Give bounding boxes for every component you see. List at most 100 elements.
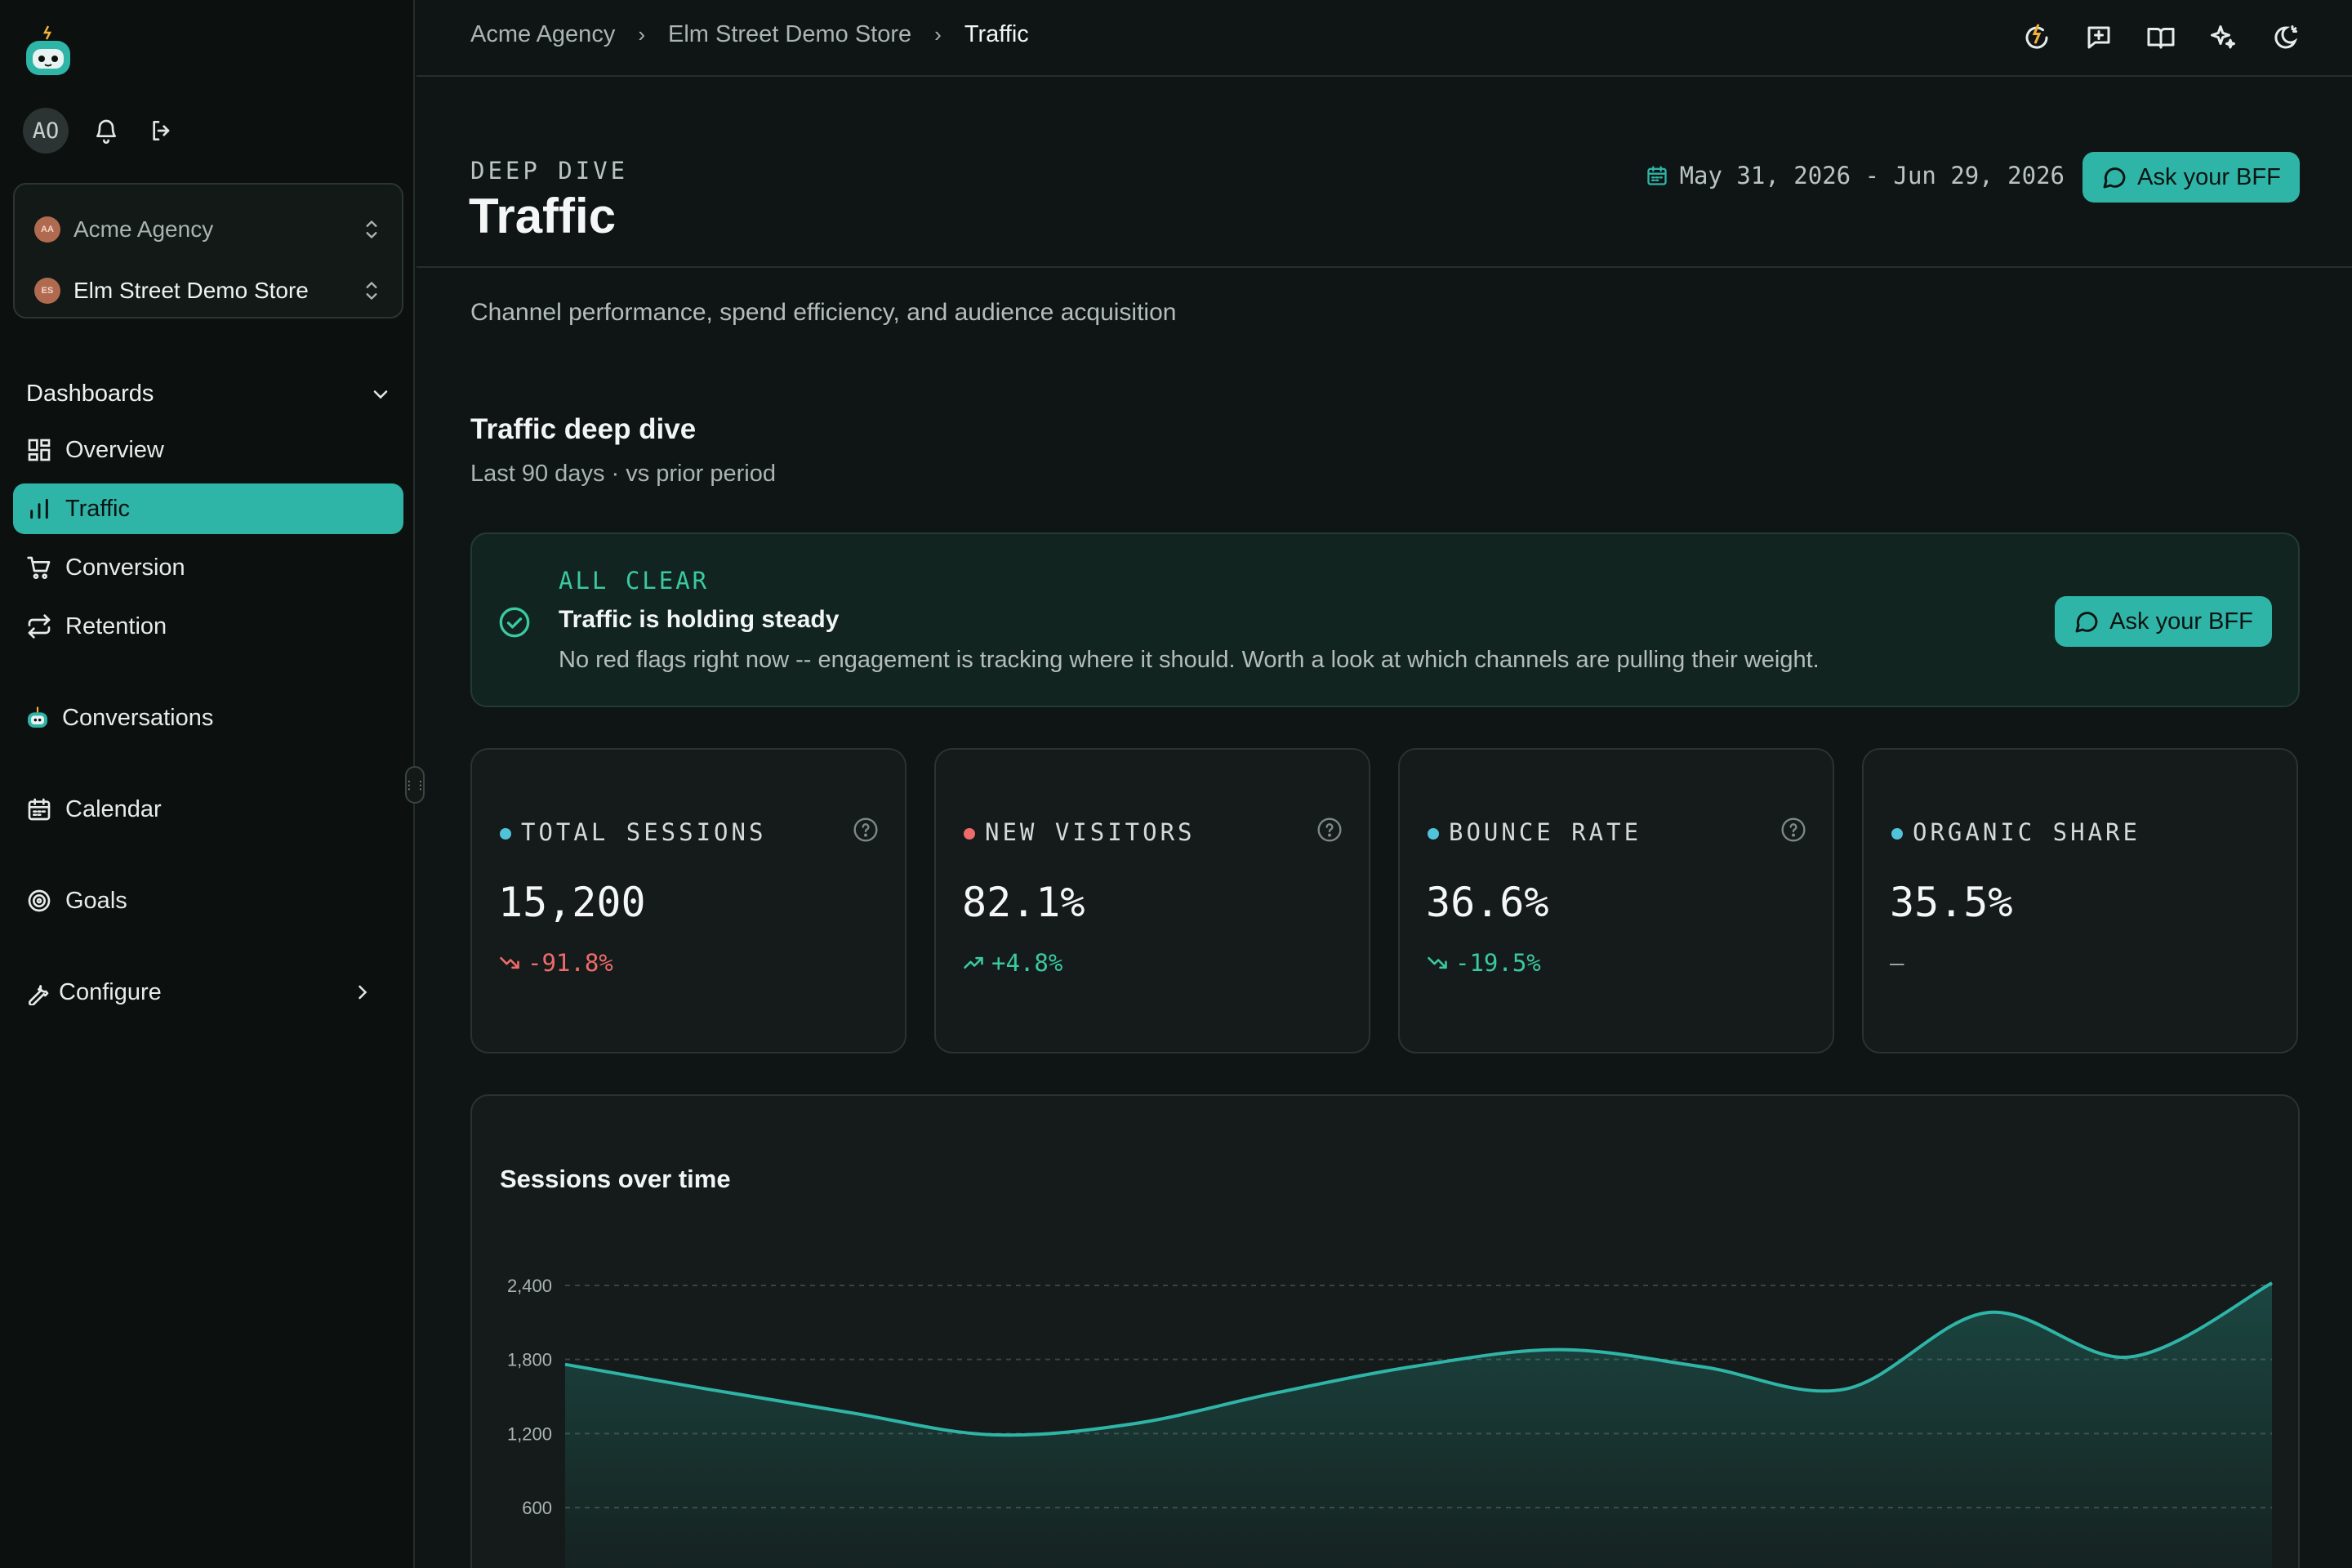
chevron-right-icon: › (934, 22, 942, 47)
agency-selector[interactable]: AA Acme Agency (34, 207, 382, 252)
page-subtitle: Channel performance, spend efficiency, a… (470, 299, 1177, 326)
section-subtitle: Last 90 days · vs prior period (470, 461, 776, 487)
sidebar-item-calendar[interactable]: Calendar (13, 784, 403, 835)
trend-down-icon (500, 956, 519, 969)
grid-icon (28, 439, 51, 461)
store-name: Elm Street Demo Store (74, 278, 309, 303)
y-tick-label: 600 (522, 1498, 552, 1518)
ask-bff-button[interactable]: Ask your BFF (2055, 596, 2272, 647)
calendar-icon (28, 798, 51, 821)
repeat-icon (28, 614, 51, 639)
sidebar-item-overview[interactable]: Overview (13, 425, 403, 475)
feedback-icon[interactable] (2081, 20, 2117, 56)
chat-bubble-icon (2103, 167, 2126, 189)
theme-toggle-icon[interactable] (2267, 20, 2303, 56)
kpi-dot (1891, 828, 1903, 840)
dashboards-section-label: Dashboards (26, 381, 154, 407)
alert-tag: ALL CLEAR (559, 567, 710, 595)
kpi-dot (500, 828, 511, 840)
sidebar-item-label: Overview (65, 436, 164, 463)
org-switcher: AA Acme Agency ES Elm Street Demo Store (13, 183, 403, 318)
sidebar-item-configure[interactable]: Configure (13, 967, 403, 1018)
store-selector[interactable]: ES Elm Street Demo Store (34, 269, 382, 313)
wrench-icon (28, 985, 49, 1005)
kpi-value: 36.6% (1426, 879, 1549, 926)
kpi-label: BOUNCE RATE (1449, 818, 1642, 846)
trend-down-icon (1428, 956, 1447, 969)
chevron-up-down-icon (366, 282, 377, 300)
chart-line (564, 1281, 2273, 1437)
sidebar-item-goals[interactable]: Goals (13, 875, 403, 926)
top-bar: Acme Agency › Elm Street Demo Store › Tr… (416, 0, 2352, 77)
bell-icon[interactable] (88, 113, 124, 149)
kpi-delta: -19.5% (1426, 949, 1541, 977)
kpi-value: 35.5% (1890, 879, 2013, 926)
kpi-card-total-sessions: TOTAL SESSIONS 15,200 -91.8% (470, 748, 906, 1054)
sidebar-item-label: Conversations (62, 704, 214, 731)
y-tick-label: 1,800 (507, 1350, 552, 1370)
page-header: DEEP DIVE Traffic May 31, 2026 - Jun 29,… (416, 77, 2352, 268)
date-range-picker[interactable]: May 31, 2026 - Jun 29, 2026 (1646, 162, 2065, 189)
trend-up-icon (964, 956, 983, 969)
kpi-card-organic-share: ORGANIC SHARE 35.5% – (1862, 748, 2298, 1054)
kpi-label: TOTAL SESSIONS (521, 818, 767, 846)
dashboards-section-toggle[interactable]: Dashboards (26, 381, 392, 408)
cart-icon (27, 556, 51, 579)
kpi-card-bounce-rate: BOUNCE RATE 36.6% -19.5% (1398, 748, 1834, 1054)
kpi-delta-value: +4.8% (991, 949, 1063, 977)
kpi-delta: -91.8% (498, 949, 613, 977)
chart-area (565, 1282, 2272, 1568)
robot-logo-icon[interactable] (23, 24, 74, 78)
kpi-value: 82.1% (962, 879, 1085, 926)
sidebar-item-traffic[interactable]: Traffic (13, 483, 403, 534)
sessions-chart: 600 1,200 1,800 2,400 (507, 1276, 2273, 1568)
book-icon[interactable] (2143, 20, 2179, 56)
sidebar-resize-handle[interactable]: ⋮⋮ (403, 766, 426, 804)
target-icon (28, 889, 51, 912)
refresh-bolt-icon[interactable] (2019, 20, 2055, 56)
sidebar-item-label: Configure (59, 978, 162, 1005)
agency-name: Acme Agency (74, 216, 214, 242)
bar-chart-icon (30, 498, 48, 519)
help-icon[interactable] (1780, 817, 1806, 843)
kpi-dot (964, 828, 975, 840)
agency-badge: AA (34, 216, 60, 243)
robot-icon (28, 706, 47, 728)
calendar-icon (1646, 166, 1667, 185)
kpi-delta: – (1890, 949, 1904, 977)
avatar[interactable]: AO (23, 108, 69, 154)
help-icon[interactable] (1316, 817, 1343, 843)
sidebar-item-retention[interactable]: Retention (13, 601, 403, 652)
alert-body: No red flags right now -- engagement is … (559, 647, 1820, 673)
date-range-label: May 31, 2026 - Jun 29, 2026 (1679, 162, 2065, 189)
sidebar-item-label: Goals (65, 887, 127, 914)
sessions-chart-card: Sessions over time 600 1,200 1,800 2,400 (470, 1094, 2300, 1568)
kpi-delta-value: – (1890, 949, 1904, 977)
kpi-delta-value: -91.8% (528, 949, 613, 977)
top-actions (1993, 20, 2303, 56)
ask-bff-button[interactable]: Ask your BFF (2082, 152, 2300, 203)
y-tick-label: 2,400 (507, 1276, 552, 1296)
check-circle-icon (499, 607, 530, 638)
ask-bff-label: Ask your BFF (2137, 163, 2281, 190)
sparkles-icon[interactable] (2205, 20, 2241, 56)
kpi-delta: +4.8% (962, 949, 1062, 977)
breadcrumb-agency[interactable]: Acme Agency (470, 21, 616, 47)
sidebar-item-label: Traffic (65, 495, 130, 522)
sidebar-item-label: Calendar (65, 795, 162, 822)
help-icon[interactable] (853, 817, 879, 843)
logout-icon[interactable] (144, 113, 180, 149)
breadcrumb-store[interactable]: Elm Street Demo Store (668, 21, 912, 47)
chevron-down-icon (373, 390, 388, 399)
user-row: AO (23, 108, 180, 154)
sidebar-item-label: Conversion (65, 554, 185, 581)
ask-bff-label: Ask your BFF (2109, 608, 2253, 635)
kpi-card-new-visitors: NEW VISITORS 82.1% +4.8% (934, 748, 1370, 1054)
chart-title: Sessions over time (500, 1165, 731, 1193)
section-title: Traffic deep dive (470, 413, 697, 445)
sidebar-item-conversion[interactable]: Conversion (13, 542, 403, 593)
kpi-value: 15,200 (498, 879, 646, 926)
sidebar-item-conversations[interactable]: Conversations (13, 693, 403, 743)
page-eyebrow: DEEP DIVE (470, 157, 629, 185)
kpi-label: NEW VISITORS (985, 818, 1196, 846)
